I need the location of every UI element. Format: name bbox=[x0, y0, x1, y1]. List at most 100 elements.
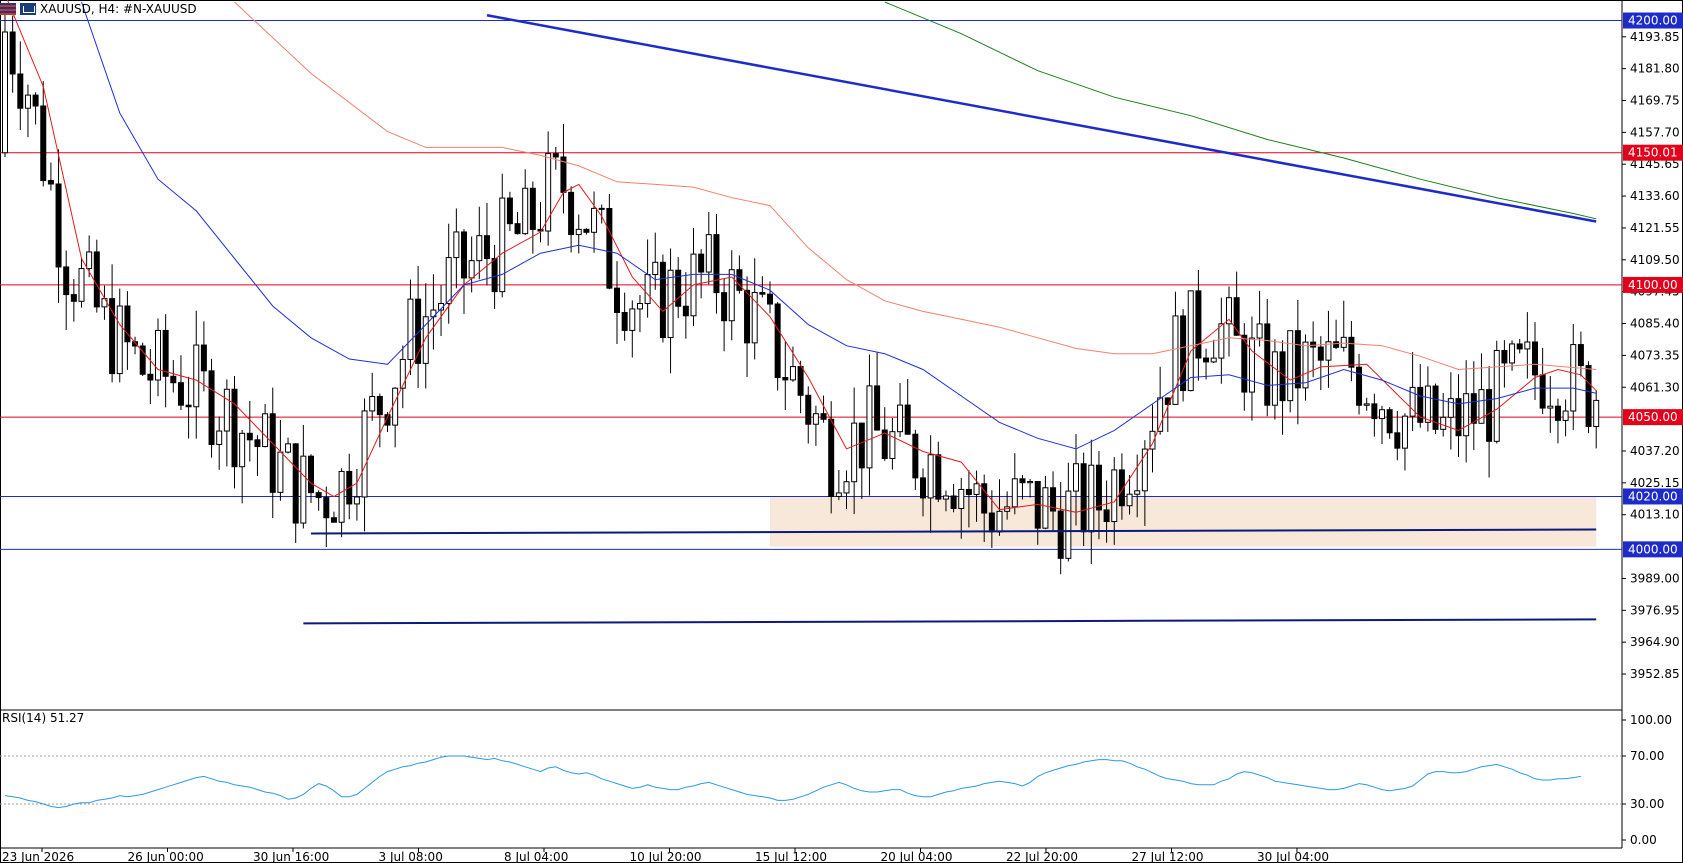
candle-body bbox=[47, 180, 54, 185]
candle bbox=[958, 477, 965, 539]
candle bbox=[1118, 453, 1125, 520]
candle-body bbox=[759, 291, 766, 295]
candle-body bbox=[376, 395, 383, 416]
price-level-label: 4200.00 bbox=[1628, 14, 1678, 28]
candle bbox=[1340, 300, 1347, 352]
candle-body bbox=[246, 432, 253, 441]
candle-body bbox=[629, 308, 636, 331]
candle-body bbox=[177, 382, 184, 406]
candle bbox=[713, 214, 720, 314]
candle-body bbox=[407, 298, 414, 360]
candle bbox=[690, 227, 697, 327]
candle-body bbox=[208, 370, 215, 445]
candle-body bbox=[904, 404, 911, 435]
candle-body bbox=[1532, 341, 1538, 376]
candle bbox=[575, 214, 582, 254]
candle-body bbox=[767, 293, 773, 305]
candle-body bbox=[1516, 343, 1523, 350]
candle bbox=[361, 398, 368, 532]
candle bbox=[1271, 339, 1278, 420]
candle-body bbox=[881, 429, 888, 460]
candle-body bbox=[1195, 290, 1202, 359]
candle bbox=[1333, 319, 1340, 349]
candle bbox=[468, 236, 475, 293]
x-tick-label: 3 Jul 08:00 bbox=[379, 850, 443, 863]
candle-body bbox=[1386, 409, 1393, 434]
rsi-label: RSI(14) 51.27 bbox=[2, 711, 85, 725]
candle bbox=[185, 376, 192, 439]
candle bbox=[109, 264, 116, 383]
candle-body bbox=[667, 269, 674, 339]
candle bbox=[698, 249, 705, 299]
candle bbox=[399, 345, 406, 409]
candle-body bbox=[17, 73, 24, 109]
candle-body bbox=[55, 183, 62, 268]
candle-body bbox=[399, 358, 406, 389]
candle bbox=[1180, 309, 1187, 402]
candle bbox=[973, 470, 980, 522]
candle bbox=[1562, 399, 1569, 437]
candle bbox=[116, 288, 123, 383]
candle bbox=[1539, 347, 1546, 414]
candle-body bbox=[185, 404, 192, 408]
candle-body bbox=[820, 413, 827, 420]
candle-body bbox=[575, 228, 582, 236]
candle-body bbox=[422, 316, 429, 364]
candle-body bbox=[1325, 341, 1332, 361]
candle bbox=[881, 407, 888, 461]
candle-body bbox=[1210, 357, 1217, 363]
candle bbox=[721, 278, 728, 352]
candle bbox=[315, 490, 322, 511]
candle-body bbox=[9, 31, 16, 75]
candle-body bbox=[698, 253, 705, 273]
candle bbox=[935, 441, 942, 503]
candle-body bbox=[583, 228, 590, 233]
candle bbox=[139, 342, 146, 377]
candle-body bbox=[162, 329, 169, 377]
x-tick-label: 30 Jul 04:00 bbox=[1257, 850, 1329, 863]
candle bbox=[147, 349, 154, 404]
candle-body bbox=[369, 395, 376, 412]
candle-body bbox=[1134, 490, 1141, 495]
candle bbox=[1310, 321, 1317, 378]
candle-body bbox=[453, 231, 460, 259]
moving-average-ma_fast bbox=[6, 0, 1597, 513]
candle-body bbox=[193, 344, 200, 408]
rsi-line bbox=[4, 755, 1581, 809]
price-level-label: 4100.00 bbox=[1628, 278, 1678, 292]
candle-body bbox=[652, 261, 659, 276]
candle-body bbox=[1463, 393, 1470, 437]
candle bbox=[614, 261, 620, 344]
candle-body bbox=[1562, 410, 1569, 421]
candle-body bbox=[950, 495, 957, 509]
y-tick-label: 4109.50 bbox=[1630, 253, 1680, 267]
menu-icon[interactable] bbox=[0, 3, 16, 15]
candle bbox=[47, 162, 54, 191]
candle-body bbox=[330, 517, 337, 523]
candle-body bbox=[614, 287, 620, 313]
candle bbox=[338, 468, 345, 538]
candle bbox=[1585, 361, 1592, 434]
candle-body bbox=[1340, 336, 1347, 348]
candle bbox=[17, 41, 24, 131]
rsi-tick-label: 70.00 bbox=[1630, 749, 1664, 763]
candle-body bbox=[1440, 416, 1447, 430]
candle bbox=[1050, 471, 1057, 532]
candle-body bbox=[522, 187, 529, 235]
candle-body bbox=[223, 388, 230, 432]
moving-average-ma_long bbox=[884, 1, 1597, 220]
candle bbox=[728, 250, 735, 341]
candle-body bbox=[1401, 415, 1408, 449]
candle bbox=[1447, 372, 1454, 450]
candle-body bbox=[1486, 389, 1493, 442]
candle bbox=[1103, 480, 1110, 543]
support-ray bbox=[303, 618, 1597, 625]
chart-icon[interactable] bbox=[20, 3, 36, 15]
y-tick-label: 4025.15 bbox=[1630, 476, 1680, 490]
candle-body bbox=[851, 422, 858, 483]
candle bbox=[330, 511, 337, 523]
candle-body bbox=[1218, 323, 1225, 359]
candle-body bbox=[262, 413, 269, 448]
x-tick-label: 27 Jul 12:00 bbox=[1132, 850, 1204, 863]
